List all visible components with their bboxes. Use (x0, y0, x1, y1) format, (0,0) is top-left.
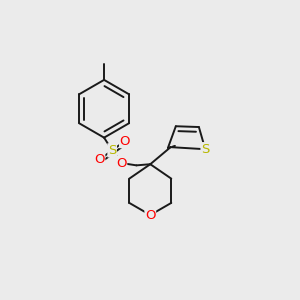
Text: O: O (145, 208, 155, 221)
Text: O: O (94, 153, 105, 166)
Text: O: O (120, 135, 130, 148)
Text: S: S (108, 144, 116, 157)
Text: O: O (116, 157, 127, 169)
Text: S: S (201, 143, 209, 156)
